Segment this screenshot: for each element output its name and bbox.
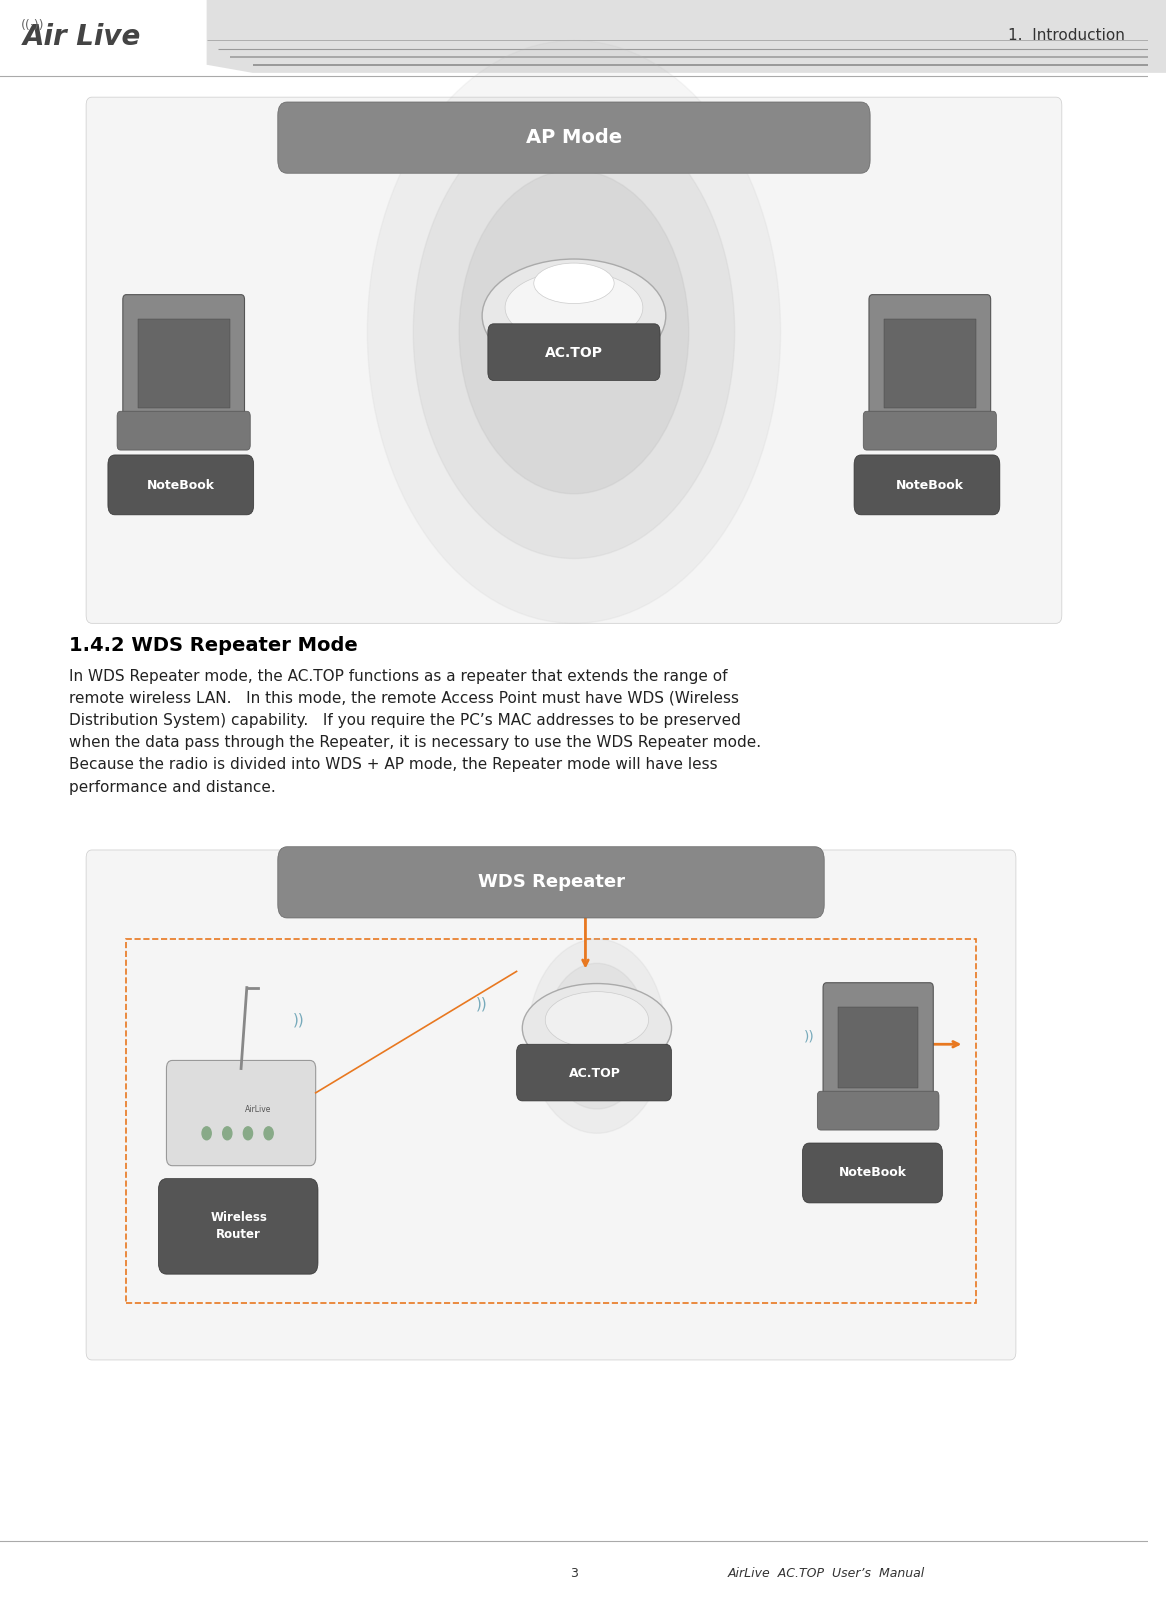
- Text: 1.  Introduction: 1. Introduction: [1009, 28, 1125, 44]
- FancyBboxPatch shape: [86, 850, 1016, 1360]
- FancyBboxPatch shape: [884, 319, 976, 408]
- FancyBboxPatch shape: [854, 455, 999, 515]
- Bar: [126, 939, 976, 1303]
- FancyBboxPatch shape: [122, 295, 245, 426]
- Text: )): )): [476, 996, 489, 1012]
- Text: NoteBook: NoteBook: [838, 1166, 906, 1179]
- FancyBboxPatch shape: [869, 295, 991, 426]
- Circle shape: [413, 105, 735, 559]
- Ellipse shape: [482, 259, 666, 372]
- Circle shape: [264, 1127, 273, 1140]
- Text: NoteBook: NoteBook: [147, 479, 216, 492]
- FancyBboxPatch shape: [159, 1179, 318, 1274]
- FancyBboxPatch shape: [108, 455, 254, 515]
- FancyBboxPatch shape: [487, 324, 660, 380]
- Circle shape: [528, 939, 666, 1133]
- FancyBboxPatch shape: [167, 1060, 316, 1166]
- Text: Wireless
Router: Wireless Router: [210, 1211, 267, 1240]
- Circle shape: [244, 1127, 253, 1140]
- Ellipse shape: [505, 270, 642, 345]
- FancyBboxPatch shape: [817, 1091, 939, 1130]
- Circle shape: [223, 1127, 232, 1140]
- Text: In WDS Repeater mode, the AC.TOP functions as a repeater that extends the range : In WDS Repeater mode, the AC.TOP functio…: [69, 669, 761, 795]
- Text: WDS Repeater: WDS Repeater: [478, 873, 625, 892]
- FancyBboxPatch shape: [117, 411, 251, 450]
- Text: 3: 3: [570, 1567, 578, 1580]
- FancyBboxPatch shape: [138, 319, 230, 408]
- FancyBboxPatch shape: [863, 411, 997, 450]
- Circle shape: [202, 1127, 211, 1140]
- Text: 1.4.2 WDS Repeater Mode: 1.4.2 WDS Repeater Mode: [69, 636, 358, 656]
- FancyBboxPatch shape: [517, 1044, 672, 1101]
- Text: AirLive: AirLive: [245, 1104, 272, 1114]
- Text: AirLive  AC.TOP  User’s  Manual: AirLive AC.TOP User’s Manual: [728, 1567, 925, 1580]
- Text: Air Live: Air Live: [23, 23, 141, 52]
- Polygon shape: [206, 0, 1166, 73]
- Circle shape: [459, 170, 689, 494]
- Text: NoteBook: NoteBook: [895, 479, 964, 492]
- Text: AC.TOP: AC.TOP: [545, 346, 603, 359]
- FancyBboxPatch shape: [838, 1007, 919, 1088]
- Text: )): )): [803, 1030, 815, 1043]
- FancyBboxPatch shape: [823, 983, 933, 1106]
- FancyBboxPatch shape: [802, 1143, 942, 1203]
- Text: ((·)): ((·)): [21, 19, 44, 32]
- Circle shape: [546, 963, 648, 1109]
- FancyBboxPatch shape: [278, 847, 824, 918]
- Ellipse shape: [546, 991, 648, 1049]
- FancyBboxPatch shape: [86, 97, 1062, 623]
- Text: AP Mode: AP Mode: [526, 128, 621, 147]
- FancyBboxPatch shape: [278, 102, 870, 173]
- Text: )): )): [293, 1012, 304, 1028]
- Ellipse shape: [522, 984, 672, 1073]
- Ellipse shape: [534, 262, 614, 304]
- Circle shape: [367, 40, 780, 623]
- Text: AC.TOP: AC.TOP: [569, 1067, 620, 1080]
